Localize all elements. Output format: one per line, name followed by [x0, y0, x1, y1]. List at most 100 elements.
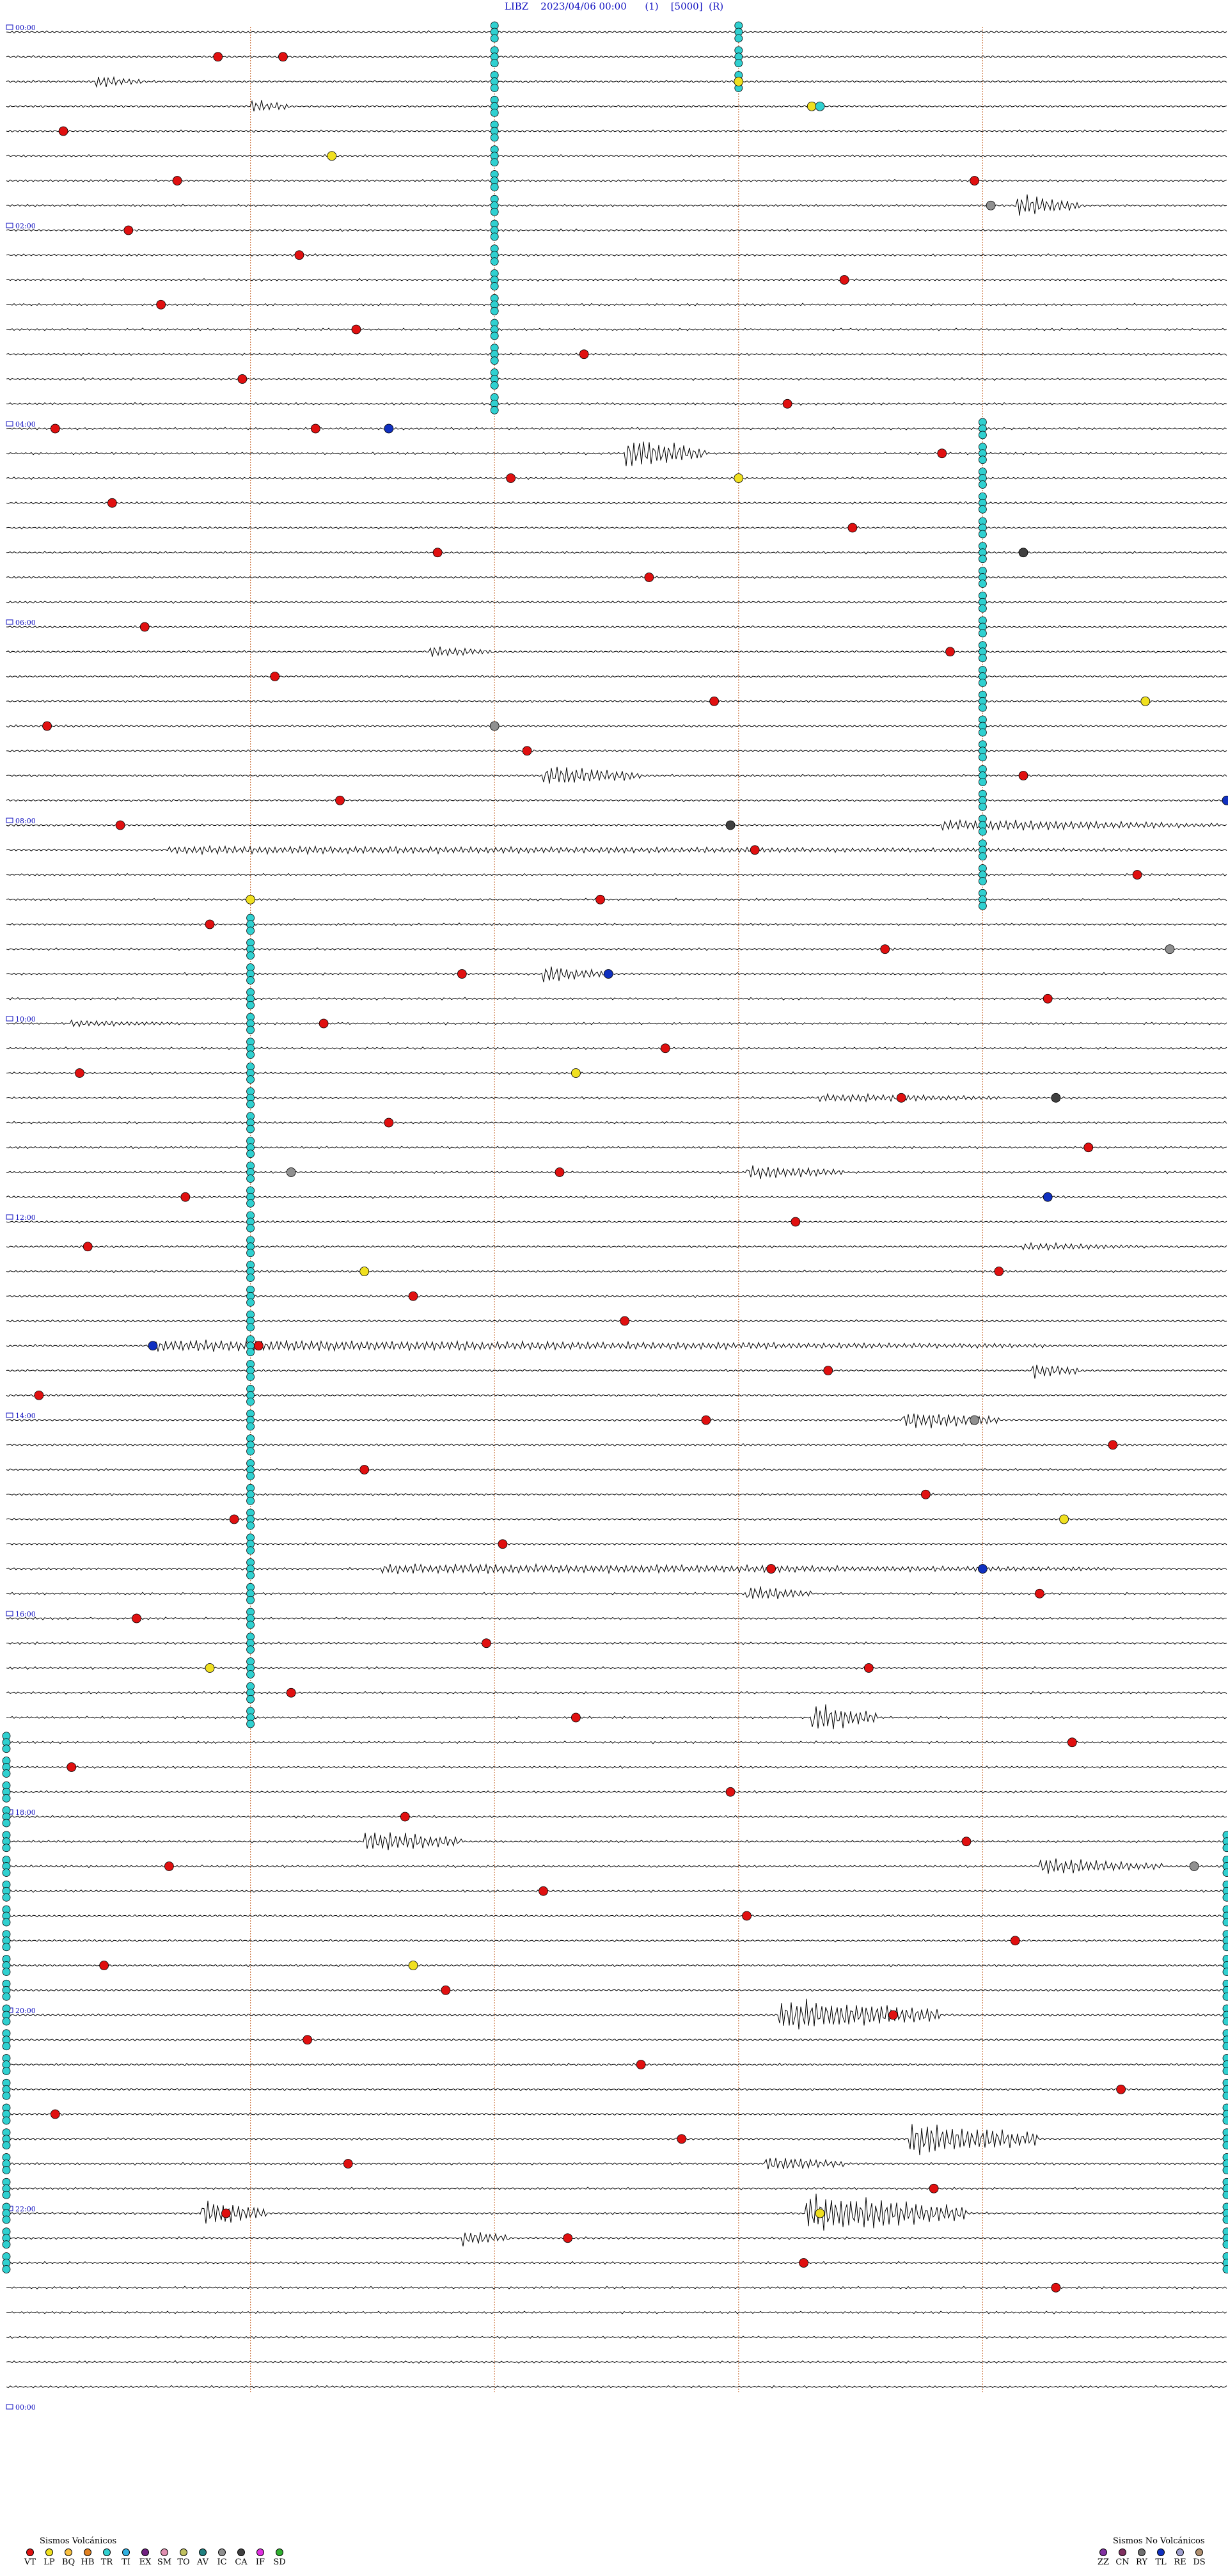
- tremor-marker: [979, 604, 987, 613]
- seismogram-trace: [6, 1740, 1227, 1744]
- legend-item-to: TO: [174, 2548, 193, 2567]
- tremor-marker: [1222, 2215, 1228, 2224]
- tremor-marker: [2, 1844, 11, 1853]
- tremor-marker: [246, 1348, 255, 1357]
- seismogram-trace: [6, 1195, 1227, 1199]
- seismogram-trace: [6, 1998, 1227, 2030]
- tremor-marker: [246, 1645, 255, 1654]
- event-marker-vt: [839, 275, 849, 285]
- seismogram-trace: [6, 253, 1227, 257]
- tremor-marker: [246, 1496, 255, 1505]
- legend-item-if: IF: [251, 2548, 270, 2567]
- seismogram-trace: [6, 2193, 1227, 2231]
- event-marker-ic: [286, 1167, 296, 1177]
- tremor-marker: [1222, 1943, 1228, 1952]
- seismogram-trace: [6, 1616, 1227, 1620]
- tremor-marker: [2, 1968, 11, 1976]
- tremor-marker: [1222, 2091, 1228, 2100]
- event-marker-vt: [1083, 1142, 1094, 1153]
- seismogram-trace: [6, 228, 1227, 232]
- event-marker-vt: [42, 721, 52, 731]
- event-marker-vt: [50, 2109, 60, 2119]
- event-marker-vt: [310, 423, 320, 434]
- tremor-marker: [246, 1199, 255, 1208]
- tremor-marker: [246, 1000, 255, 1009]
- legend-code: RE: [1174, 2557, 1186, 2567]
- event-marker-vt: [180, 1192, 191, 1202]
- tremor-marker: [246, 1100, 255, 1109]
- event-marker-vt: [571, 1712, 581, 1723]
- event-marker-vt: [937, 448, 947, 459]
- tremor-marker: [979, 480, 987, 489]
- event-marker-vt: [595, 894, 605, 905]
- tremor-marker: [490, 306, 499, 315]
- tremor-marker: [2, 2141, 11, 2150]
- tremor-marker: [246, 1274, 255, 1282]
- event-marker-vt: [555, 1167, 565, 1177]
- tremor-marker: [246, 1125, 255, 1134]
- legend-code: RY: [1136, 2557, 1147, 2567]
- tremor-marker: [246, 1397, 255, 1406]
- event-marker-vt: [139, 622, 150, 632]
- seismogram-trace: [6, 1765, 1227, 1769]
- legend-item-ic: IC: [212, 2548, 232, 2567]
- legend-swatch: [141, 2548, 149, 2556]
- seismogram-trace: [6, 749, 1227, 753]
- tremor-marker: [979, 901, 987, 910]
- tremor-marker: [2, 1744, 11, 1753]
- seismogram-trace: [6, 550, 1227, 555]
- seismogram-trace: [6, 1046, 1227, 1050]
- seismogram-trace: [6, 75, 1227, 88]
- event-marker-vt: [50, 423, 60, 434]
- event-marker-vt: [213, 52, 223, 62]
- legend-code: IF: [255, 2557, 265, 2567]
- tremor-marker: [2, 2240, 11, 2249]
- legend-swatch: [256, 2548, 264, 2556]
- seismogram-trace: [6, 600, 1227, 604]
- legend-item-vt: VT: [20, 2548, 40, 2567]
- tremor-marker: [490, 108, 499, 117]
- tremor-marker: [246, 1174, 255, 1183]
- seismogram-trace: [6, 427, 1227, 431]
- legend-swatch: [45, 2548, 53, 2556]
- legend-code: VT: [24, 2557, 36, 2567]
- event-marker-vt: [156, 299, 166, 310]
- tremor-marker: [2, 2265, 11, 2273]
- tremor-marker: [246, 1050, 255, 1059]
- legend-item-av: AV: [193, 2548, 212, 2567]
- seismogram-trace: [6, 2335, 1227, 2339]
- event-marker-ca: [1018, 548, 1028, 558]
- tremor-marker: [2, 2215, 11, 2224]
- hour-label-box: [6, 1412, 13, 1418]
- legend-swatch: [1195, 2548, 1203, 2556]
- event-marker-vt: [660, 1043, 670, 1054]
- hour-label: 00:00: [15, 2403, 36, 2412]
- seismogram-trace: [6, 2062, 1227, 2067]
- tremor-marker: [2, 2091, 11, 2100]
- tremor-marker: [246, 1224, 255, 1233]
- event-marker-vt: [253, 1341, 264, 1351]
- legend-nonvolcanic: Sismos No Volcánicos ZZ CN RY TL RE DS: [1094, 2536, 1209, 2567]
- tremor-marker: [490, 59, 499, 68]
- legend-item-hb: HB: [78, 2548, 97, 2567]
- event-marker-lp: [734, 473, 744, 483]
- tremor-marker: [246, 1323, 255, 1332]
- event-marker-vt: [83, 1242, 93, 1252]
- legend-code: TR: [100, 2557, 113, 2567]
- legend-item-ca: CA: [232, 2548, 251, 2567]
- legend-swatch: [122, 2548, 130, 2556]
- tremor-marker: [490, 232, 499, 241]
- tremor-marker: [979, 580, 987, 588]
- event-marker-vt: [945, 647, 955, 657]
- seismogram-trace: [6, 1339, 1227, 1352]
- legend-item-re: RE: [1170, 2548, 1190, 2567]
- event-marker-vt: [847, 523, 858, 533]
- seismogram-trace: [6, 922, 1227, 926]
- event-marker-vt: [457, 969, 467, 979]
- tremor-marker: [490, 331, 499, 340]
- tremor-marker: [2, 2116, 11, 2125]
- event-marker-vt: [782, 399, 792, 409]
- tremor-marker: [1222, 2042, 1228, 2051]
- seismogram-trace: [6, 501, 1227, 505]
- seismogram-trace: [6, 2261, 1227, 2265]
